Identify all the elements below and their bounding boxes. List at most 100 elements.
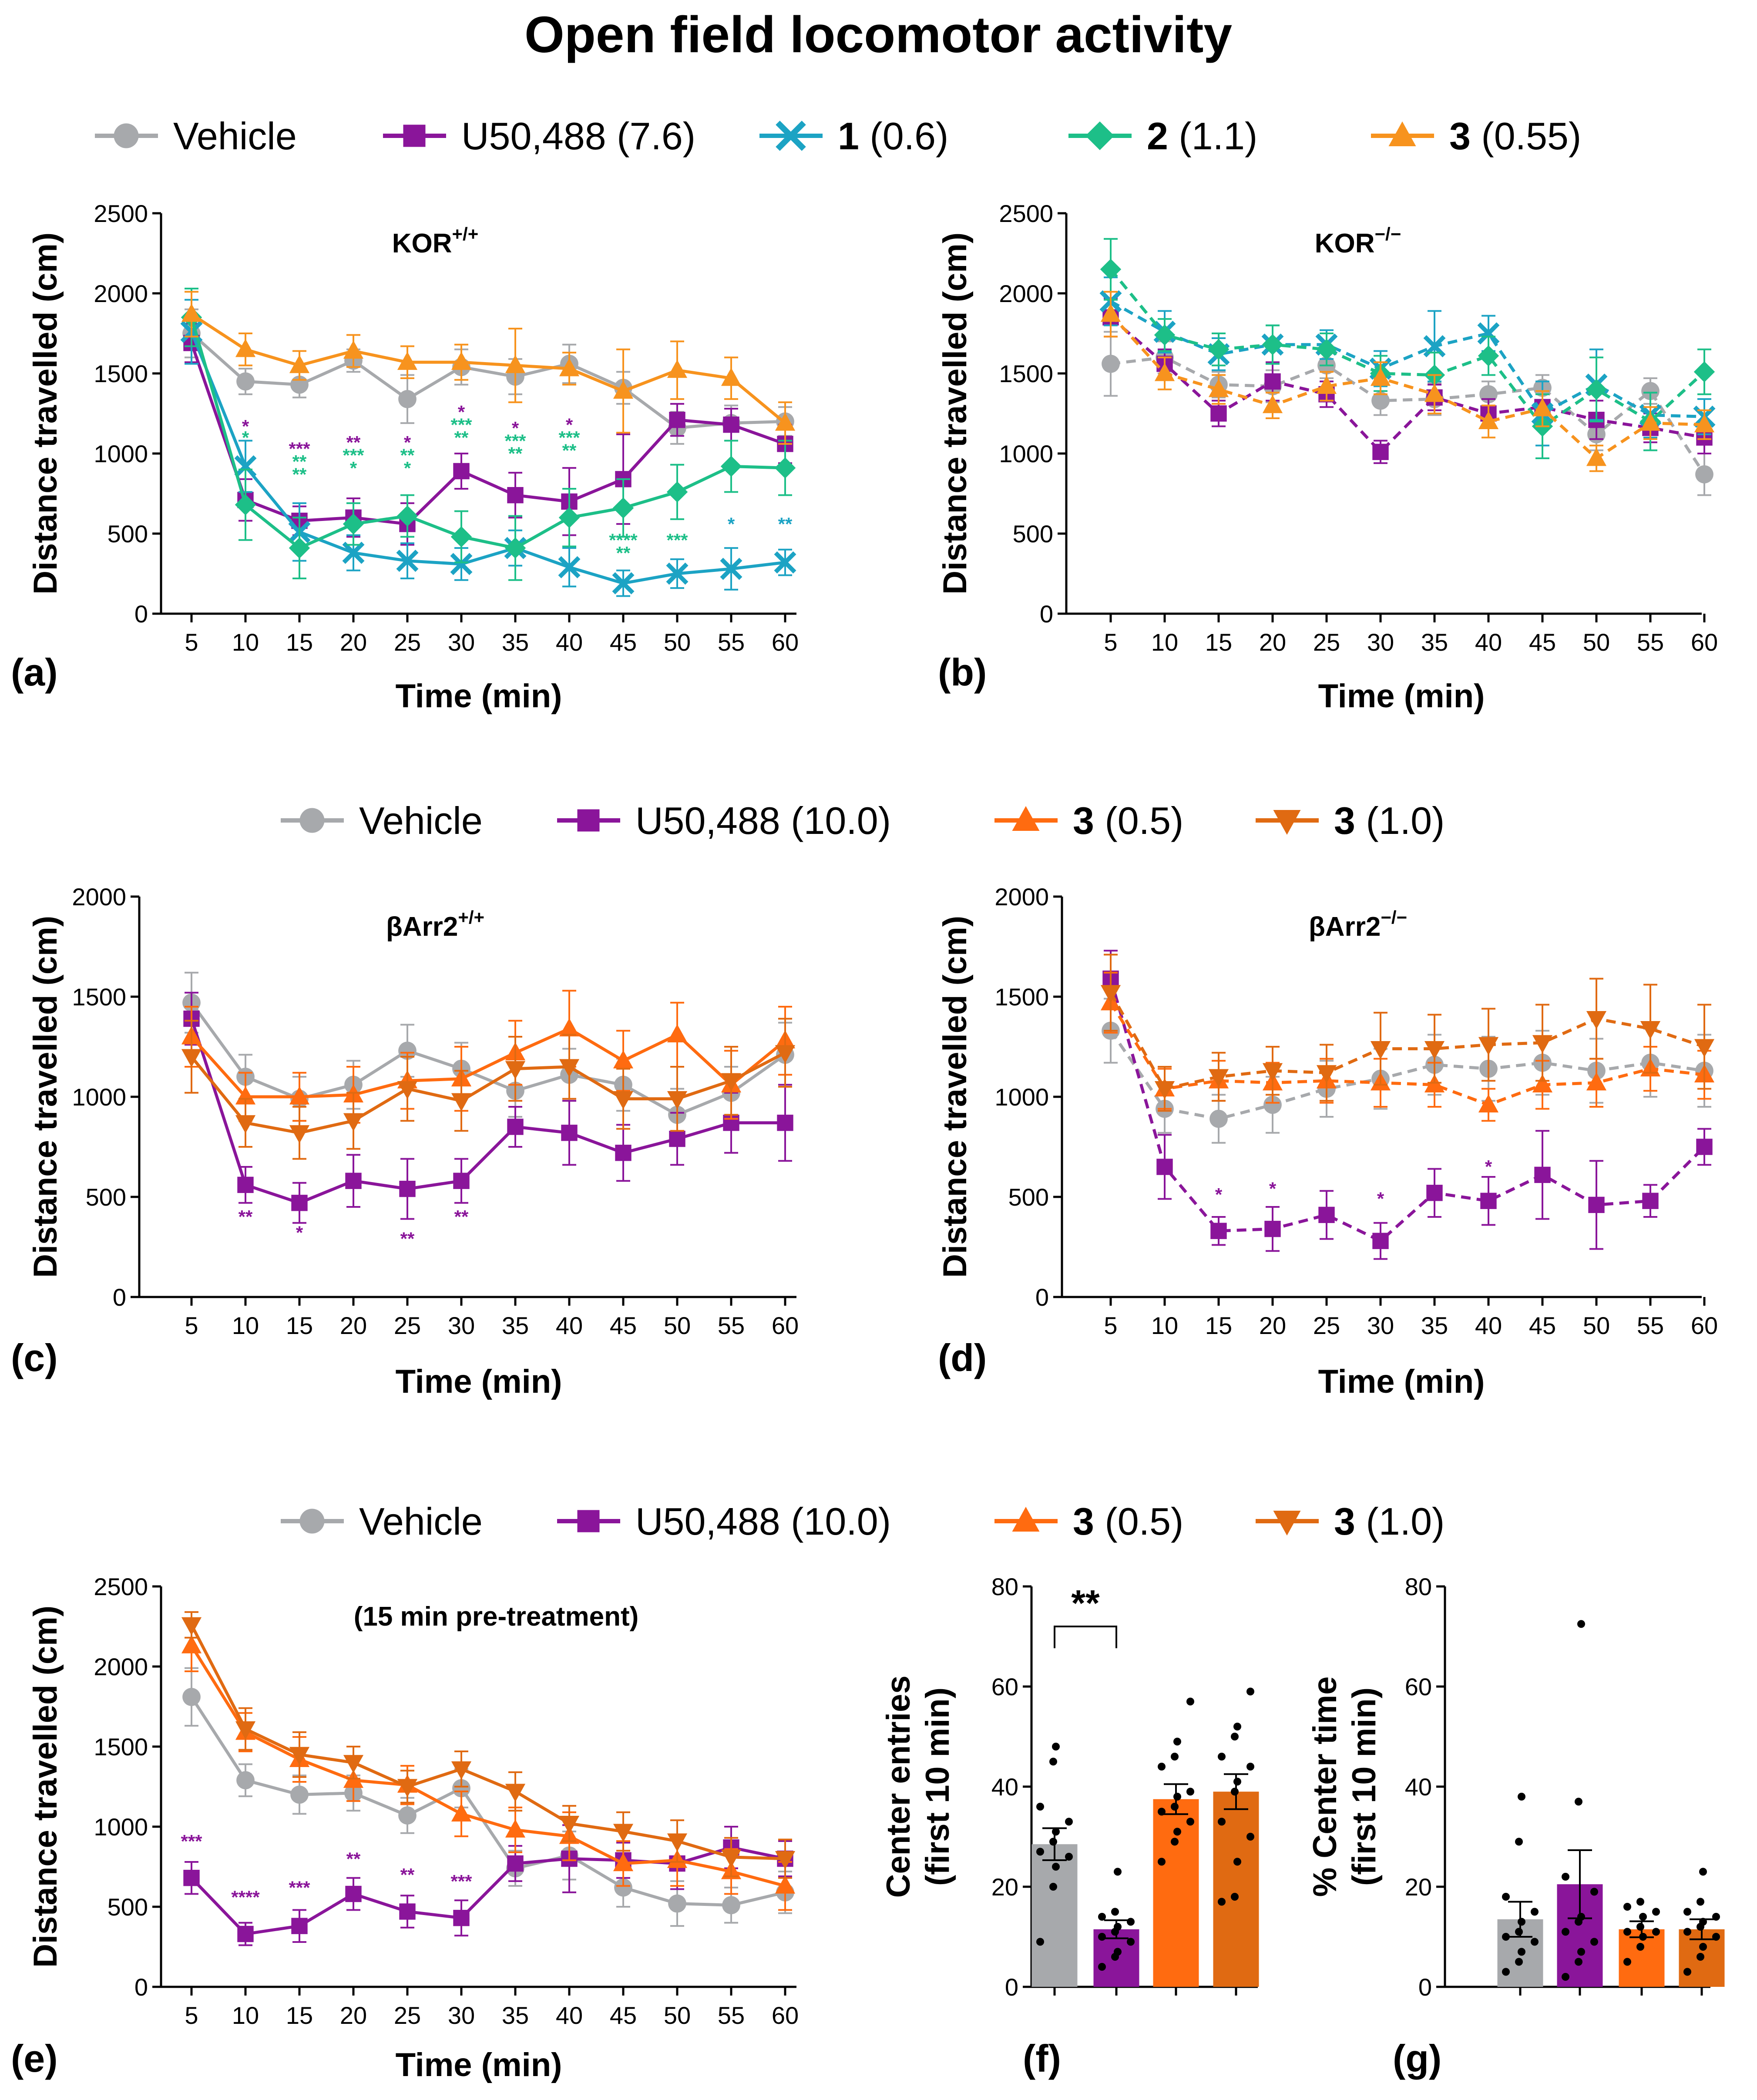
- data-point: [1154, 363, 1175, 381]
- individual-point: [1699, 1943, 1707, 1951]
- data-point: [1478, 411, 1499, 429]
- data-point: [396, 550, 419, 572]
- panel-label: (e): [11, 2037, 58, 2080]
- data-point: [451, 1803, 472, 1822]
- legend-marker-x: [776, 121, 806, 151]
- x-tick-label: 55: [718, 2002, 745, 2029]
- y-tick-label: 80: [991, 1573, 1018, 1600]
- y-tick-label: 0: [1005, 1973, 1018, 2001]
- series-c3b: [181, 1611, 796, 1879]
- individual-point: [1712, 1913, 1720, 1921]
- individual-point: [1049, 1757, 1057, 1766]
- series-vehicle: [182, 1667, 794, 1927]
- x-tick-label: 10: [1151, 1312, 1178, 1339]
- x-tick-label: 50: [664, 1312, 691, 1339]
- bar-vehicle: [1497, 1793, 1543, 1996]
- y-tick-label: 2000: [999, 280, 1053, 307]
- data-point: [343, 340, 364, 359]
- legend-marker-square: [577, 809, 600, 832]
- bar-vehicle: [1031, 1743, 1078, 1996]
- x-tick-label: 30: [448, 2002, 475, 2029]
- individual-point: [1186, 1788, 1194, 1796]
- x-tick-label: 25: [394, 2002, 421, 2029]
- data-point: [504, 537, 526, 559]
- individual-point: [1246, 1687, 1254, 1696]
- legend-item-u50488: U50,488 (7.6): [383, 114, 695, 158]
- significance-marker: **: [400, 1228, 415, 1249]
- legend-label: 3 (0.5): [1073, 799, 1183, 842]
- significance-marker: **: [239, 1206, 253, 1227]
- series-line: [190, 1051, 786, 1135]
- significance-marker: ***: [450, 1871, 472, 1892]
- legend-label: U50,488 (10.0): [635, 799, 891, 842]
- y-tick-label: 1000: [94, 1813, 148, 1841]
- panel-c: 0 500 1000 1500 2000 Distance travelled (cm) (…: [11, 883, 799, 1400]
- data-point: [345, 1173, 362, 1189]
- x-axis-label: Time (min): [396, 2046, 562, 2083]
- y-tick-label: 40: [991, 1773, 1018, 1801]
- y-tick-label: 60: [1405, 1673, 1432, 1700]
- y-tick-label: 500: [108, 1893, 148, 1921]
- legend-label-bold: 3: [1449, 114, 1471, 158]
- x-tick-label: 25: [394, 628, 421, 656]
- x-tick-label: 45: [610, 628, 637, 656]
- significance-marker: *: [350, 458, 357, 478]
- individual-point: [1699, 1918, 1707, 1926]
- series-line: [1109, 978, 1706, 1243]
- data-point: [1695, 465, 1713, 484]
- x-tick-label: 5: [185, 1312, 198, 1339]
- individual-point: [1636, 1943, 1644, 1951]
- data-point: [505, 1784, 526, 1802]
- individual-point: [1036, 1803, 1044, 1811]
- y-axis-label: Distance travelled (cm): [937, 916, 974, 1278]
- individual-point: [1218, 1898, 1226, 1906]
- data-point: [451, 352, 472, 370]
- individual-point: [1065, 1818, 1073, 1826]
- significance-marker: *: [1485, 1156, 1492, 1177]
- data-point: [1370, 367, 1391, 386]
- data-point: [1263, 1095, 1282, 1114]
- x-tick-label: 20: [1259, 628, 1286, 656]
- legend-label-bold: 3: [1334, 799, 1355, 842]
- y-tick-label: 1500: [94, 360, 148, 387]
- significance-bracket: [1054, 1626, 1117, 1648]
- individual-point: [1098, 1963, 1106, 1971]
- data-point: [559, 1018, 580, 1037]
- y-tick-label: 500: [108, 520, 148, 548]
- series-line: [190, 317, 786, 550]
- legend-item-c3b: 3 (1.0): [1256, 799, 1445, 842]
- data-point: [1209, 1109, 1228, 1128]
- y-tick-label: 2000: [994, 883, 1049, 911]
- series-line: [190, 1001, 786, 1117]
- data-point: [289, 537, 310, 559]
- legend-label-text: (0.5): [1094, 799, 1183, 842]
- y-tick-label: 1500: [994, 983, 1049, 1011]
- individual-point: [1623, 1928, 1631, 1936]
- individual-point: [1127, 1918, 1135, 1926]
- individual-point: [1233, 1858, 1241, 1866]
- data-point: [613, 380, 634, 399]
- series-c1: [180, 299, 796, 597]
- data-point: [237, 1925, 254, 1942]
- panel-label: (c): [11, 1336, 58, 1379]
- individual-point: [1171, 1753, 1179, 1761]
- legend-label: 3 (0.5): [1073, 1500, 1183, 1543]
- individual-point: [1683, 1928, 1691, 1936]
- legend-label-text: U50,488 (7.6): [461, 114, 695, 158]
- individual-point: [1518, 1948, 1525, 1956]
- x-tick-label: 25: [1313, 628, 1340, 656]
- individual-point: [1575, 1798, 1582, 1806]
- series-line: [1109, 1030, 1705, 1121]
- data-point: [666, 562, 689, 585]
- series-vehicle: [182, 308, 794, 445]
- panel-label: (a): [11, 651, 58, 694]
- data-point: [1210, 405, 1227, 422]
- legend-label-text: U50,488 (10.0): [635, 1500, 891, 1543]
- series-line: [190, 331, 786, 585]
- data-point: [1210, 1223, 1227, 1239]
- y-axis-label-line: (first 10 min): [919, 1687, 956, 1886]
- legend-marker-circle: [299, 1509, 325, 1534]
- y-axis-label-text: Distance travelled (cm): [937, 916, 974, 1278]
- legend-label-text: Vehicle: [173, 114, 297, 158]
- individual-point: [1639, 1913, 1647, 1921]
